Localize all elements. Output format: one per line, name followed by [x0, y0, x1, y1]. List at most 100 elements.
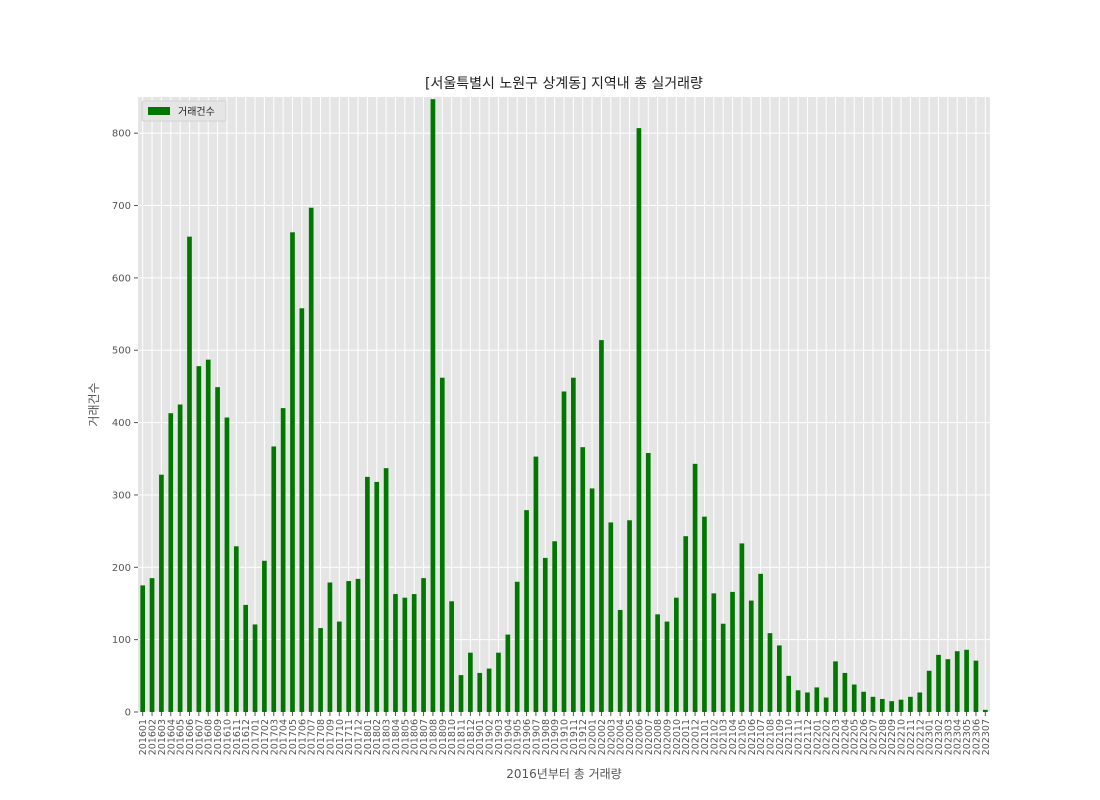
bar — [571, 377, 576, 712]
x-tick-label: 201912 — [578, 719, 589, 755]
x-tick-label: 201706 — [297, 719, 308, 755]
bar — [411, 594, 417, 712]
legend-label: 거래건수 — [178, 106, 215, 118]
y-tick-label: 300 — [112, 490, 131, 501]
x-tick-label: 201911 — [569, 719, 580, 755]
x-tick-label: 201810 — [447, 719, 458, 755]
x-tick-label: 202201 — [812, 719, 823, 755]
x-tick-label: 202302 — [934, 719, 945, 755]
bar — [252, 624, 258, 712]
legend: 거래건수 — [141, 100, 227, 122]
bar — [496, 652, 501, 712]
x-tick-label: 202202 — [822, 719, 833, 755]
bar — [617, 609, 623, 712]
x-tick-label: 202004 — [616, 719, 627, 755]
x-tick-label: 201707 — [307, 719, 318, 755]
bar — [973, 660, 979, 712]
x-tick-label: 202010 — [672, 719, 683, 755]
x-tick-label: 201606 — [185, 719, 196, 755]
bar — [177, 404, 183, 712]
bar — [533, 456, 539, 712]
bar — [833, 661, 838, 712]
bar — [589, 488, 595, 712]
bar — [224, 417, 230, 712]
x-tick-label: 202107 — [756, 719, 767, 755]
x-axis-ticks: 2016012016022016032016042016052016062016… — [138, 712, 992, 755]
x-tick-label: 202211 — [906, 719, 917, 755]
bar — [608, 522, 614, 712]
bar — [439, 377, 445, 712]
x-tick-label: 201611 — [232, 719, 243, 755]
x-tick-label: 201804 — [391, 719, 402, 755]
bar — [402, 597, 408, 712]
x-tick-label: 202110 — [784, 719, 795, 755]
x-tick-label: 201609 — [213, 719, 224, 755]
bar — [674, 597, 679, 712]
x-tick-label: 202206 — [859, 719, 870, 755]
bar — [908, 696, 913, 712]
y-axis-ticks: 0 100 200 300 400 500 600 700 800 — [112, 129, 138, 719]
x-tick-label: 202001 — [588, 719, 599, 755]
bar — [982, 709, 988, 712]
bar — [730, 591, 735, 712]
x-tick-label: 202204 — [840, 719, 851, 755]
bar — [936, 654, 941, 712]
x-tick-label: 202210 — [897, 719, 908, 755]
y-tick-label: 0 — [125, 708, 131, 719]
bar — [318, 628, 323, 712]
x-tick-label: 201702 — [260, 719, 271, 755]
bar — [243, 604, 249, 712]
x-tick-label: 201905 — [513, 719, 524, 755]
bar — [561, 391, 567, 712]
x-tick-label: 201705 — [288, 719, 299, 755]
bar — [702, 516, 707, 712]
bar — [205, 359, 211, 712]
bar — [262, 560, 267, 712]
x-tick-label: 202003 — [606, 719, 617, 755]
bar — [365, 476, 370, 712]
bar — [870, 696, 876, 712]
x-tick-label: 201811 — [457, 719, 468, 755]
bar — [393, 594, 398, 712]
bar — [327, 582, 333, 712]
bar — [664, 621, 670, 712]
x-tick-label: 202011 — [681, 719, 692, 755]
x-tick-label: 201904 — [503, 719, 514, 755]
y-axis-label: 거래건수 — [87, 382, 101, 426]
x-tick-label: 202006 — [634, 719, 645, 755]
x-tick-label: 202207 — [868, 719, 879, 755]
y-tick-label: 400 — [112, 418, 131, 429]
x-tick-label: 201601 — [138, 719, 149, 755]
x-tick-label: 201605 — [176, 719, 187, 755]
x-tick-label: 201612 — [241, 719, 252, 755]
bar — [280, 408, 286, 712]
bar — [542, 557, 548, 712]
x-tick-label: 201809 — [438, 719, 449, 755]
legend-box — [141, 100, 227, 122]
bar — [477, 672, 483, 712]
x-tick-label: 201708 — [316, 719, 327, 755]
bar — [711, 593, 717, 712]
bar — [805, 692, 810, 712]
bar — [954, 651, 960, 712]
x-tick-label: 201903 — [494, 719, 505, 755]
bar — [786, 675, 792, 712]
bar — [917, 692, 923, 712]
bar — [655, 614, 660, 712]
bars — [140, 99, 988, 713]
bar — [233, 546, 239, 712]
bar — [720, 623, 726, 712]
bar — [692, 463, 698, 712]
x-tick-label: 201803 — [382, 719, 393, 755]
bar — [486, 668, 492, 712]
bar — [149, 578, 155, 712]
x-tick-label: 201604 — [166, 719, 177, 755]
x-tick-label: 201805 — [400, 719, 411, 755]
bar — [926, 670, 932, 712]
bar — [383, 468, 389, 712]
bar — [308, 207, 314, 712]
x-tick-label: 201902 — [485, 719, 496, 755]
x-tick-label: 201801 — [363, 719, 374, 755]
bar — [168, 413, 174, 712]
